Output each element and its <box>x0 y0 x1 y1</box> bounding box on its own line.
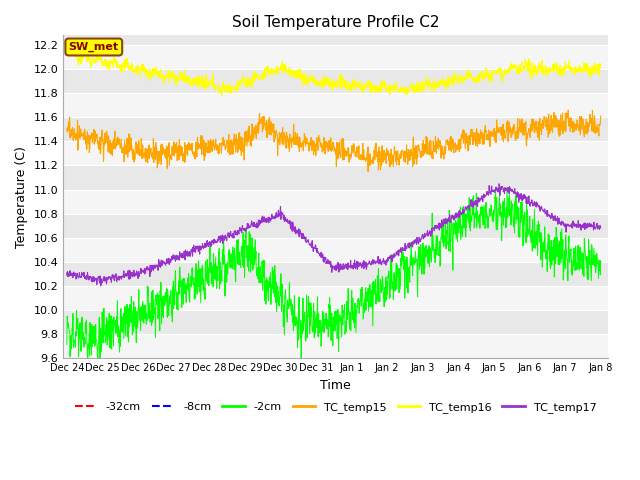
Bar <box>63 262 608 286</box>
Title: Soil Temperature Profile C2: Soil Temperature Profile C2 <box>232 15 439 30</box>
Bar <box>63 334 608 358</box>
Bar <box>63 117 608 142</box>
Legend: -32cm, -8cm, -2cm, TC_temp15, TC_temp16, TC_temp17: -32cm, -8cm, -2cm, TC_temp15, TC_temp16,… <box>70 397 601 417</box>
Y-axis label: Temperature (C): Temperature (C) <box>15 146 28 248</box>
Bar <box>63 310 608 334</box>
Text: SW_met: SW_met <box>68 42 119 52</box>
Bar <box>63 286 608 310</box>
Bar <box>63 142 608 166</box>
Bar <box>63 45 608 69</box>
Bar <box>63 214 608 238</box>
Bar <box>63 238 608 262</box>
Bar <box>63 69 608 93</box>
Bar <box>63 166 608 190</box>
X-axis label: Time: Time <box>320 379 351 392</box>
Bar <box>63 93 608 117</box>
Bar <box>63 190 608 214</box>
